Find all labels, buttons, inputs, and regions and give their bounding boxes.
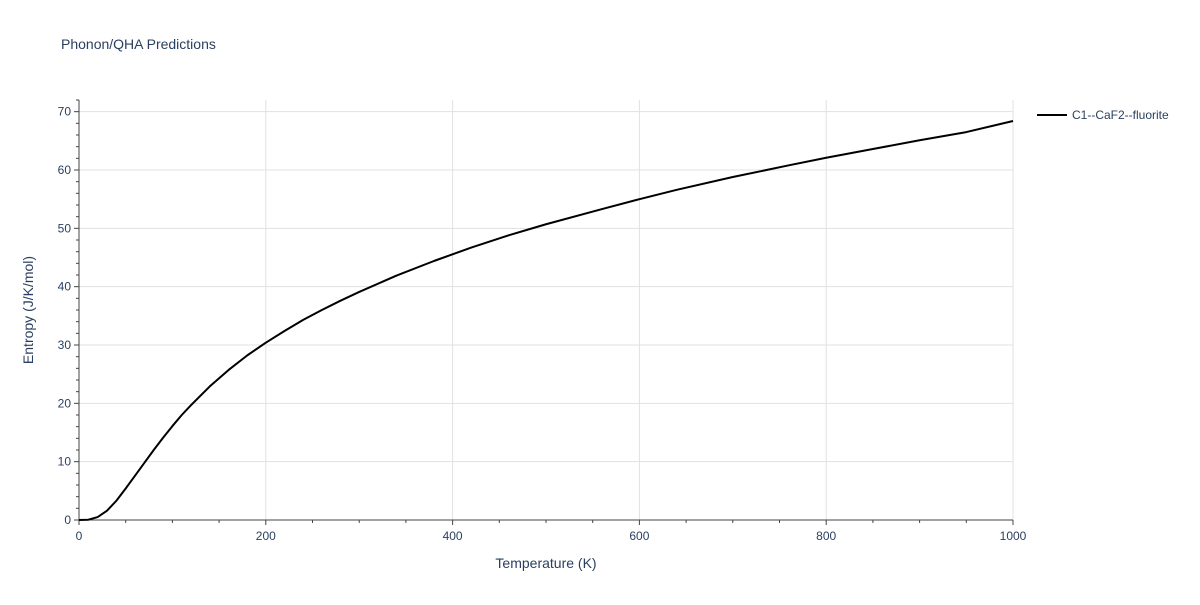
x-tick-label: 1000 <box>1000 529 1027 543</box>
y-axis-title: Entropy (J/K/mol) <box>20 256 36 364</box>
y-tick-label: 0 <box>64 513 71 527</box>
y-tick-label: 30 <box>58 338 72 352</box>
x-tick-label: 200 <box>256 529 276 543</box>
chart-title: Phonon/QHA Predictions <box>61 36 216 52</box>
y-tick-label: 40 <box>58 280 72 294</box>
y-tick-label: 70 <box>58 105 72 119</box>
x-tick-label: 600 <box>629 529 649 543</box>
y-tick-label: 60 <box>58 163 72 177</box>
series-line <box>78 120 1014 521</box>
legend-label: C1--CaF2--fluorite <box>1072 108 1169 122</box>
x-axis-title: Temperature (K) <box>495 555 596 571</box>
y-tick-label: 50 <box>58 221 72 235</box>
y-tick-label: 10 <box>58 455 72 469</box>
x-tick-label: 800 <box>816 529 836 543</box>
x-tick-label: 400 <box>443 529 463 543</box>
x-tick-label: 0 <box>76 529 83 543</box>
y-tick-label: 20 <box>58 396 72 410</box>
